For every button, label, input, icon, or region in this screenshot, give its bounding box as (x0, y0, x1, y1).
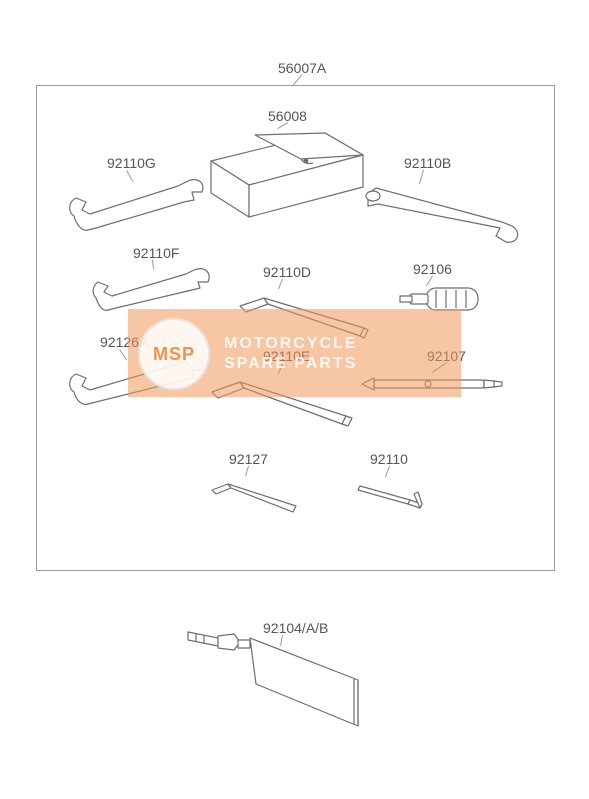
watermark-badge: MSP (138, 318, 210, 390)
part-wrench-92110F (90, 260, 220, 312)
watermark-line2: SPARE PARTS (224, 354, 357, 374)
label-92110B: 92110B (404, 155, 451, 171)
watermark-text: MOTORCYCLE SPARE PARTS (224, 334, 357, 374)
part-hexkey-92110 (352, 470, 436, 520)
part-pouch-56008 (205, 125, 370, 220)
label-92110D: 92110D (263, 264, 311, 280)
part-hexkey-92127 (206, 468, 306, 526)
part-wrench-92110B (362, 176, 522, 248)
label-92127: 92127 (229, 451, 268, 467)
label-92110: 92110 (370, 451, 408, 467)
part-tube-92104 (182, 616, 372, 736)
label-92110G: 92110G (107, 155, 156, 171)
label-92110F: 92110F (133, 245, 179, 261)
label-92106: 92106 (413, 261, 452, 277)
part-wrench-92110G (66, 172, 216, 234)
label-56007A: 56007A (278, 60, 326, 76)
watermark-line1: MOTORCYCLE (224, 334, 357, 354)
watermark: MSP MOTORCYCLE SPARE PARTS (138, 318, 357, 390)
